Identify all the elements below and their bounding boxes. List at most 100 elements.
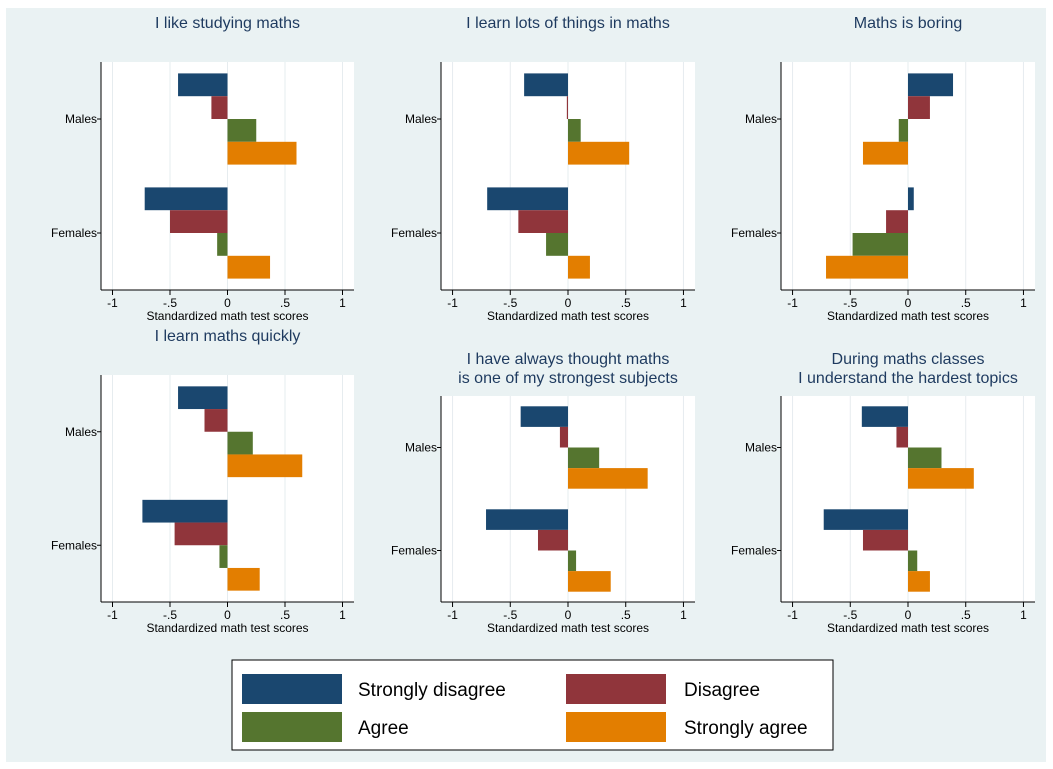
- bar-males-agree: [568, 447, 600, 469]
- legend-swatch-agree: [242, 712, 342, 742]
- x-tick-label: .5: [621, 296, 631, 310]
- y-tick-label: Females: [51, 538, 97, 552]
- x-tick-label: 0: [905, 608, 912, 622]
- bar-females-strongly-disagree: [823, 509, 908, 530]
- x-axis-title: Standardized math test scores: [146, 309, 308, 323]
- panel-title: During maths classes I understand the har…: [798, 351, 1018, 387]
- x-tick-label: 1: [1020, 296, 1027, 310]
- bar-males-disagree: [204, 409, 228, 432]
- bar-males-strongly-disagree: [908, 73, 954, 97]
- x-tick-label: -1: [447, 608, 458, 622]
- bar-females-strongly-agree: [568, 571, 611, 592]
- bar-females-strongly-agree: [908, 571, 930, 592]
- bar-males-agree: [227, 119, 257, 142]
- bar-males-strongly-agree: [568, 141, 630, 165]
- bar-females-disagree: [862, 529, 908, 551]
- y-tick-label: Females: [51, 226, 97, 240]
- x-axis-title: Standardized math test scores: [827, 309, 989, 323]
- x-tick-label: 1: [680, 296, 687, 310]
- bar-females-agree: [546, 233, 568, 256]
- panel-title: I like studying maths: [155, 15, 300, 32]
- legend-label-strongly-disagree: Strongly disagree: [358, 680, 506, 701]
- x-tick-label: -.5: [503, 608, 517, 622]
- bar-females-strongly-agree: [227, 255, 271, 279]
- legend-swatch-strongly-disagree: [242, 674, 342, 704]
- x-tick-label: -1: [787, 296, 798, 310]
- bar-females-strongly-disagree: [142, 499, 228, 523]
- bar-males-agree: [898, 119, 908, 142]
- legend-label-disagree: Disagree: [684, 680, 760, 701]
- x-tick-label: 0: [224, 296, 231, 310]
- x-tick-label: -1: [107, 296, 118, 310]
- bar-males-strongly-disagree: [520, 406, 568, 427]
- bar-females-agree: [852, 233, 908, 256]
- bar-males-disagree: [566, 96, 568, 119]
- bar-males-strongly-agree: [908, 468, 974, 489]
- x-tick-label: 0: [224, 608, 231, 622]
- bar-males-disagree: [896, 426, 908, 448]
- bar-females-disagree: [518, 210, 568, 233]
- x-tick-label: .5: [621, 608, 631, 622]
- legend: Strongly disagree Disagree Agree Strongly a…: [231, 659, 834, 751]
- bar-males-strongly-disagree: [178, 386, 228, 410]
- bar-males-strongly-disagree: [178, 73, 228, 97]
- x-tick-label: 1: [680, 608, 687, 622]
- x-tick-label: 0: [565, 296, 572, 310]
- bar-males-strongly-agree: [862, 141, 908, 165]
- bar-males-disagree: [211, 96, 228, 119]
- x-tick-label: 1: [1020, 608, 1027, 622]
- bar-females-strongly-agree: [826, 255, 908, 279]
- x-tick-label: 0: [905, 296, 912, 310]
- panel-1: Males Females -1 -.5 0 .5 1 Standardized math t…: [51, 15, 354, 323]
- bar-females-strongly-agree: [568, 255, 590, 279]
- x-tick-label: -.5: [843, 608, 857, 622]
- y-tick-label: Males: [745, 112, 777, 126]
- bar-males-strongly-agree: [227, 141, 297, 165]
- bar-females-agree: [908, 550, 918, 572]
- y-tick-label: Males: [405, 112, 437, 126]
- y-tick-label: Females: [731, 544, 777, 558]
- bar-females-strongly-disagree: [487, 187, 568, 211]
- x-tick-label: -.5: [163, 608, 177, 622]
- x-tick-label: .5: [961, 296, 971, 310]
- bar-males-agree: [908, 447, 942, 469]
- bar-females-strongly-disagree: [908, 187, 914, 211]
- x-tick-label: -.5: [503, 296, 517, 310]
- y-tick-label: Females: [731, 226, 777, 240]
- bar-males-strongly-disagree: [524, 73, 568, 97]
- bar-males-strongly-agree: [568, 468, 648, 489]
- x-tick-label: -.5: [843, 296, 857, 310]
- legend-label-strongly-agree: Strongly agree: [684, 718, 808, 739]
- bar-females-agree: [217, 233, 228, 256]
- panel-3: Males Females -1 -.5 0 .5 1 Standardized math t…: [731, 15, 1035, 323]
- y-tick-label: Females: [391, 226, 437, 240]
- bar-males-agree: [227, 431, 253, 455]
- panel-6: Males Females -1 -.5 0 .5 1 Standardized math t…: [731, 351, 1035, 635]
- y-tick-label: Females: [391, 544, 437, 558]
- x-tick-label: -1: [447, 296, 458, 310]
- bar-females-agree: [568, 550, 577, 572]
- bar-females-disagree: [537, 529, 568, 551]
- bar-males-strongly-agree: [227, 454, 303, 478]
- panel-title: I learn lots of things in maths: [466, 15, 670, 32]
- y-tick-label: Males: [65, 112, 97, 126]
- x-axis-title: Standardized math test scores: [487, 309, 649, 323]
- x-tick-label: .5: [280, 608, 290, 622]
- x-tick-label: -1: [787, 608, 798, 622]
- x-tick-label: .5: [961, 608, 971, 622]
- bar-females-disagree: [886, 210, 908, 233]
- y-tick-label: Males: [405, 441, 437, 455]
- x-axis-title: Standardized math test scores: [827, 621, 989, 635]
- legend-swatch-strongly-agree: [566, 712, 666, 742]
- panel-title: I have always thought maths is one of my …: [458, 351, 678, 387]
- x-tick-label: .5: [280, 296, 290, 310]
- x-tick-label: -1: [107, 608, 118, 622]
- legend-label-agree: Agree: [358, 718, 409, 739]
- x-tick-label: 0: [565, 608, 572, 622]
- bar-females-strongly-agree: [227, 567, 260, 591]
- x-axis-title: Standardized math test scores: [146, 621, 308, 635]
- bar-females-agree: [219, 545, 228, 568]
- legend-swatch-disagree: [566, 674, 666, 704]
- bar-males-disagree: [559, 426, 568, 448]
